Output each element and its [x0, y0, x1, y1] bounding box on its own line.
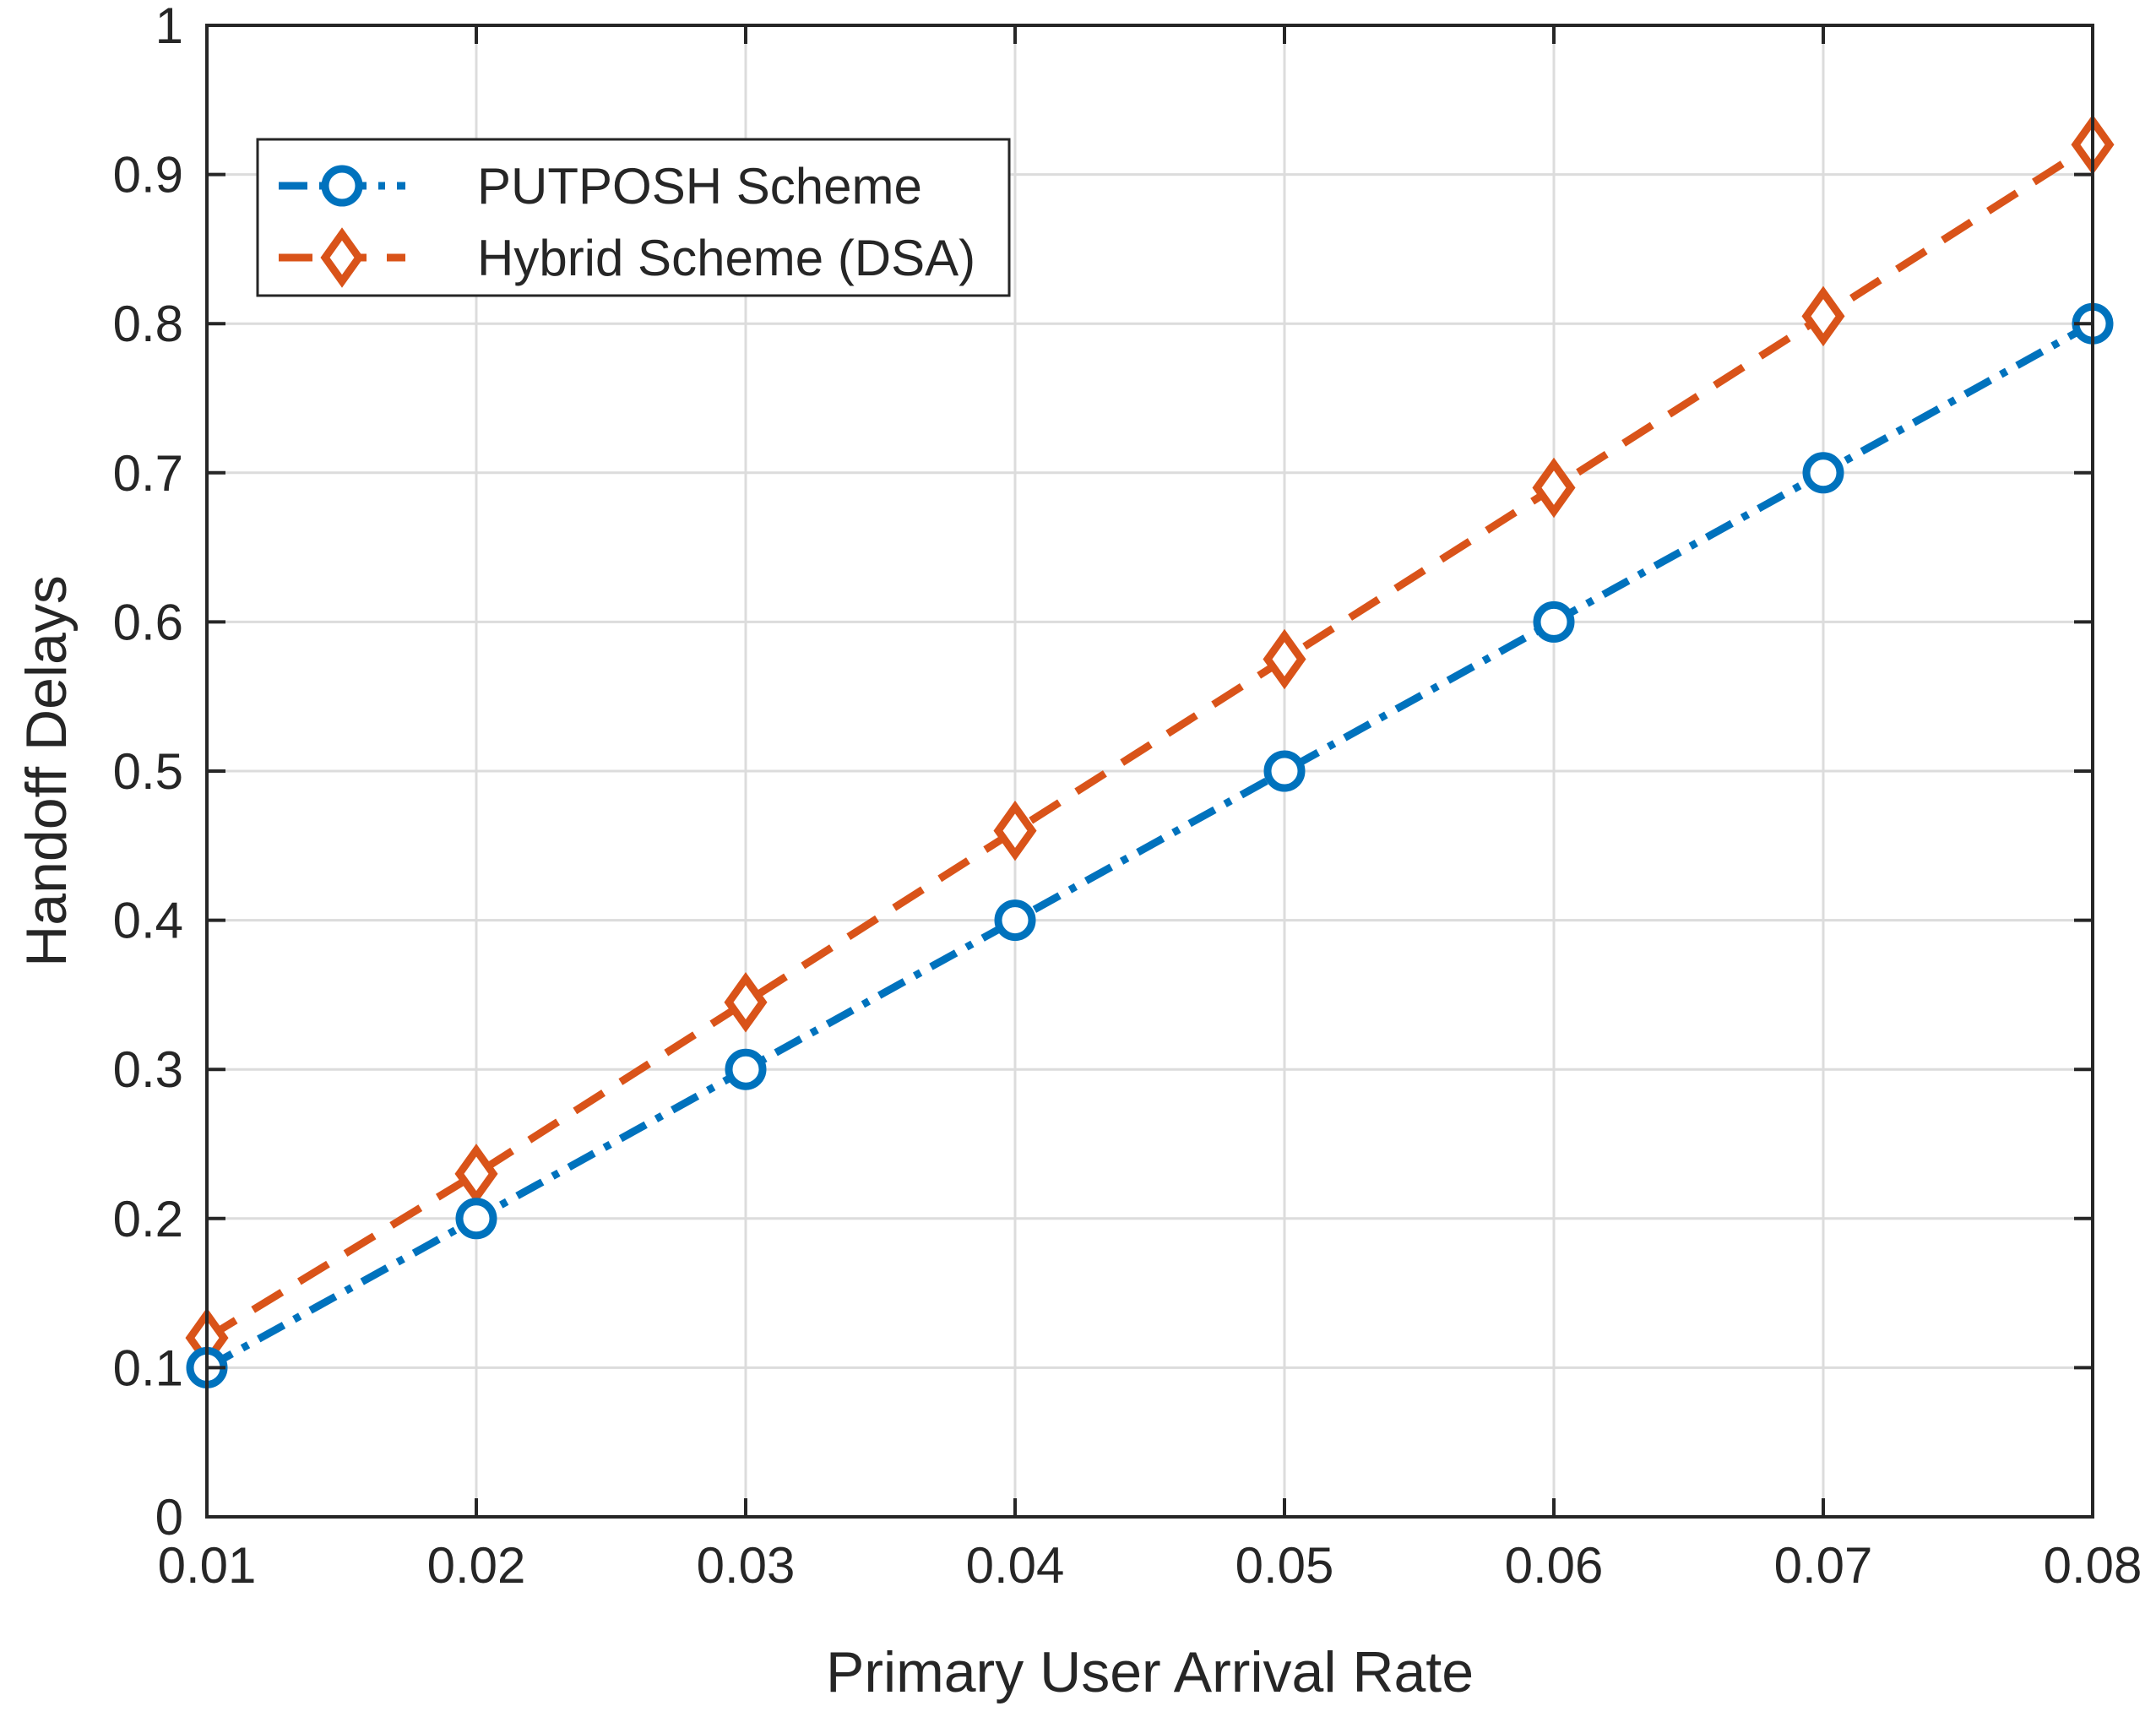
x-tick-label: 0.06: [1505, 1537, 1604, 1594]
y-tick-label: 0.1: [113, 1339, 183, 1396]
x-tick-label: 0.02: [427, 1537, 526, 1594]
y-tick-label: 0.7: [113, 445, 183, 502]
data-point-diamond: [1532, 457, 1576, 519]
x-axis-label: Primary User Arrival Rate: [826, 1640, 1474, 1704]
data-point-circle: [1263, 750, 1306, 792]
data-point-circle: [1533, 600, 1575, 643]
y-tick-label: 0: [155, 1489, 183, 1546]
series-putposh-scheme: [186, 302, 2114, 1388]
x-tick-label: 0.08: [2044, 1537, 2142, 1594]
legend-entry: PUTPOSH Scheme: [279, 158, 922, 215]
legend-marker-diamond: [320, 227, 364, 288]
x-tick-label: 0.07: [1774, 1537, 1873, 1594]
legend-box: [256, 138, 1011, 297]
x-tick-label: 0.05: [1235, 1537, 1334, 1594]
legend-marker-circle: [321, 165, 363, 207]
data-point-diamond: [993, 800, 1037, 861]
tick-labels: 0.01 0.02 0.03 0.04 0.05 0.06 0.07 0.08 0 0.1 0.2 0…: [113, 0, 2142, 1594]
legend-entries: PUTPOSH Scheme Hybrid Scheme (DSA): [279, 158, 975, 288]
x-tick-label: 0.04: [966, 1537, 1065, 1594]
y-tick-label: 0.8: [113, 296, 183, 352]
series-line: [204, 320, 2095, 1372]
y-tick-label: 0.2: [113, 1191, 183, 1247]
series-line: [204, 141, 2095, 1341]
legend-entry: Hybrid Scheme (DSA): [279, 227, 975, 288]
y-axis-label: Handoff Delays: [14, 575, 79, 967]
data-point-circle: [994, 899, 1036, 942]
legend-label: PUTPOSH Scheme: [477, 158, 922, 215]
data-point-diamond: [724, 971, 768, 1033]
y-tick-label: 0.9: [113, 147, 183, 204]
x-tick-label: 0.03: [697, 1537, 796, 1594]
data-point-circle: [725, 1048, 767, 1090]
data-point-circle: [455, 1198, 497, 1240]
y-tick-label: 1: [155, 0, 183, 54]
data-point-diamond: [1801, 285, 1845, 347]
ticks: [205, 24, 2094, 1519]
y-tick-label: 0.3: [113, 1041, 183, 1098]
y-tick-label: 0.4: [113, 893, 183, 949]
x-tick-label: 0.01: [158, 1537, 257, 1594]
legend: PUTPOSH Scheme Hybrid Scheme (DSA): [256, 138, 1011, 297]
data-point-circle: [1802, 452, 1844, 494]
data-point-diamond: [454, 1144, 498, 1204]
data-point-diamond: [1263, 628, 1306, 690]
y-tick-label: 0.6: [113, 594, 183, 650]
y-tick-label: 0.5: [113, 743, 183, 800]
legend-label: Hybrid Scheme (DSA): [477, 230, 975, 286]
